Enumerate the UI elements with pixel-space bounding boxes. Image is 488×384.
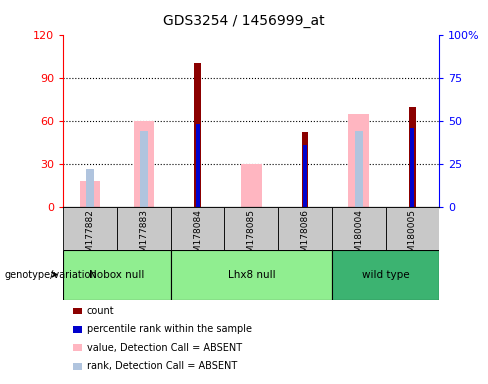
Bar (278, 207, 332, 250)
Bar (302, 132, 308, 207)
Text: wild type: wild type (362, 270, 409, 280)
Text: GSM178086: GSM178086 (301, 210, 309, 265)
Bar (224, 207, 278, 250)
Bar (332, 250, 439, 300)
Bar (134, 121, 154, 207)
Bar (355, 131, 363, 207)
Text: GSM177882: GSM177882 (86, 210, 95, 264)
Text: value, Detection Call = ABSENT: value, Detection Call = ABSENT (87, 343, 242, 353)
Bar (196, 124, 200, 207)
Bar (80, 182, 101, 207)
Bar (86, 169, 94, 207)
Bar (63, 207, 117, 250)
Bar (241, 164, 262, 207)
Text: GSM180004: GSM180004 (354, 210, 363, 264)
Text: count: count (87, 306, 115, 316)
Text: percentile rank within the sample: percentile rank within the sample (87, 324, 252, 334)
Bar (171, 250, 332, 300)
Text: GSM177883: GSM177883 (140, 210, 148, 265)
Bar (117, 207, 171, 250)
Bar (303, 145, 307, 207)
Text: GDS3254 / 1456999_at: GDS3254 / 1456999_at (163, 14, 325, 28)
Bar (409, 107, 416, 207)
Text: GSM178085: GSM178085 (247, 210, 256, 265)
Text: GSM178084: GSM178084 (193, 210, 202, 264)
Bar (63, 250, 171, 300)
Bar (410, 128, 414, 207)
Bar (140, 131, 148, 207)
Text: genotype/variation: genotype/variation (5, 270, 98, 280)
Bar (348, 114, 369, 207)
Text: Lhx8 null: Lhx8 null (227, 270, 275, 280)
Bar (194, 63, 201, 207)
Bar (332, 207, 386, 250)
Text: GSM180005: GSM180005 (408, 210, 417, 265)
Bar (386, 207, 439, 250)
Text: Nobox null: Nobox null (89, 270, 145, 280)
Text: rank, Detection Call = ABSENT: rank, Detection Call = ABSENT (87, 361, 237, 371)
Bar (171, 207, 224, 250)
